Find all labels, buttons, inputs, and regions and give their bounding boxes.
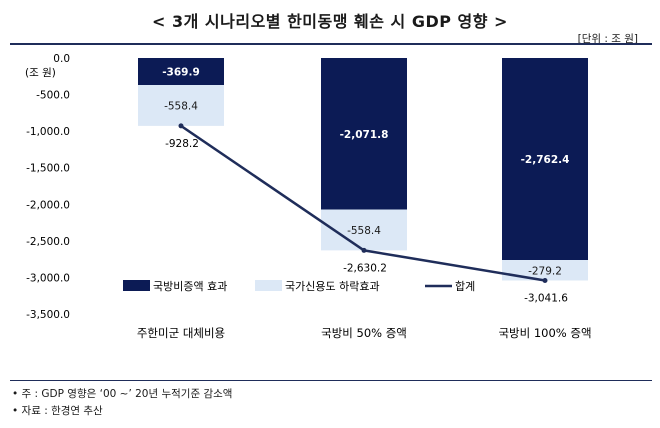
data-label-defense: -2,762.4 (521, 154, 570, 166)
y-tick-label: -3,500.0 (26, 309, 70, 321)
data-label-credit: -558.4 (347, 225, 381, 237)
legend-swatch-defense (123, 280, 150, 291)
y-tick-label: -1,500.0 (26, 163, 70, 175)
bar-credit-0 (138, 85, 224, 126)
legend-label-credit: 국가신용도 하락효과 (285, 279, 380, 293)
x-category-label: 주한미군 대체비용 (137, 326, 225, 340)
note-source: • 자료 : 한경연 추산 (12, 405, 103, 417)
data-label-total: -3,041.6 (524, 292, 568, 304)
x-category-label: 국방비 50% 증액 (321, 326, 407, 340)
y-axis-label: (조 원) (25, 67, 56, 79)
y-tick-label: -1,000.0 (26, 126, 70, 138)
y-tick-label: -500.0 (36, 90, 70, 102)
data-label-defense: -369.9 (162, 67, 200, 79)
x-axis: 주한미군 대체비용 국방비 50% 증액 국방비 100% 증액 (137, 326, 592, 340)
bar-credit-2 (502, 260, 588, 281)
bars: -369.9 -558.4 -2,071.8 -558.4 -2,762.4 -279.2 (138, 58, 588, 281)
legend-label-total: 합계 (455, 280, 475, 293)
legend-label-defense: 국방비증액 효과 (153, 280, 227, 293)
note-gdp: • 주 : GDP 영향은 ‘00 ~’ 20년 누적기준 감소액 (12, 388, 233, 400)
data-label-defense: -2,071.8 (340, 129, 389, 141)
total-point (361, 247, 367, 253)
bar-defense-0 (138, 58, 224, 86)
total-point (178, 123, 184, 129)
data-label-total: -2,630.2 (343, 262, 387, 274)
bar-defense-2 (502, 58, 588, 261)
legend: 국방비증액 효과 국가신용도 하락효과 합계 (123, 279, 475, 293)
data-label-total: -928.2 (165, 138, 199, 150)
unit-label: [단위 : 조 원] (577, 33, 638, 45)
y-tick-label: -2,500.0 (26, 236, 70, 248)
title-divider (10, 43, 652, 45)
y-axis: 0.0 -500.0 -1,000.0 -1,500.0 -2,000.0 -2,500.… (26, 53, 70, 321)
legend-swatch-credit (255, 280, 282, 291)
bar-defense-1 (321, 58, 407, 210)
data-label-credit: -279.2 (528, 265, 562, 277)
data-label-credit: -558.4 (164, 100, 198, 112)
notes: • 주 : GDP 영향은 ‘00 ~’ 20년 누적기준 감소액 • 자료 :… (12, 386, 232, 420)
y-tick-label: 0.0 (53, 53, 70, 65)
x-category-label: 국방비 100% 증액 (498, 326, 591, 340)
notes-divider (10, 380, 652, 381)
y-tick-label: -2,000.0 (26, 199, 70, 211)
total-point (542, 277, 548, 283)
total-line-series: -928.2 -2,630.2 -3,041.6 (165, 123, 568, 304)
y-tick-label: -3,000.0 (26, 272, 70, 284)
chart-title: < 3개 시나리오별 한미동맹 훼손 시 GDP 영향 > (152, 12, 508, 31)
